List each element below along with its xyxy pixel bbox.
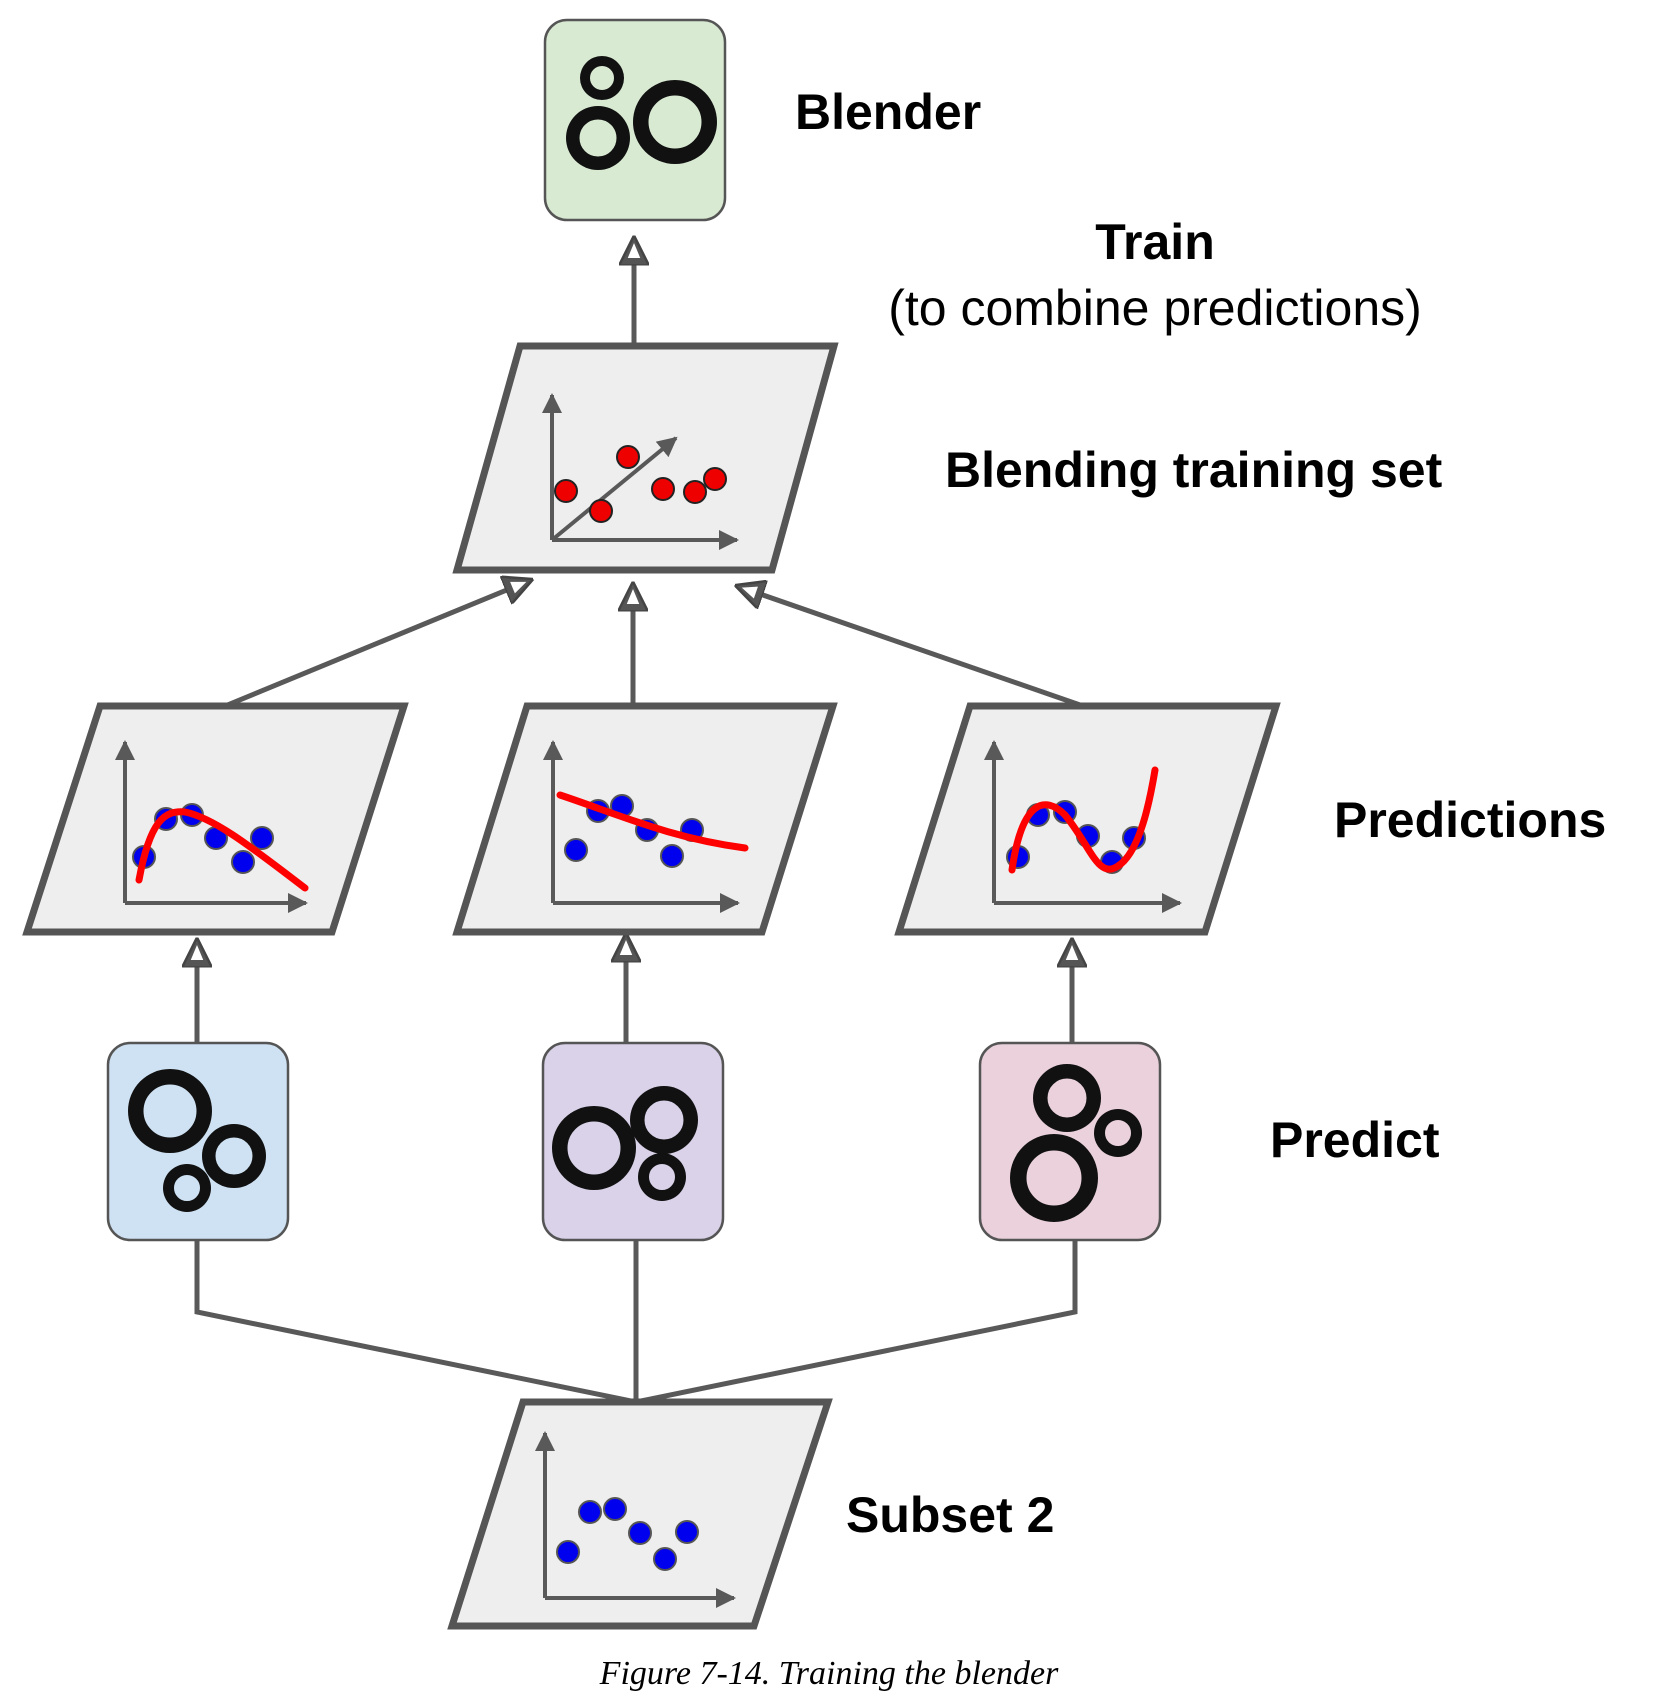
figure-caption: Figure 7-14. Training the blender bbox=[599, 1655, 1059, 1692]
subset-2-panel bbox=[447, 1398, 833, 1630]
label-train-sub: (to combine predictions) bbox=[888, 280, 1422, 336]
label-blending-training-set: Blending training set bbox=[945, 442, 1443, 498]
gears-icon bbox=[566, 56, 717, 170]
blender-node bbox=[543, 18, 727, 222]
gears-icon bbox=[128, 1069, 266, 1212]
predictions-panel-1 bbox=[22, 702, 409, 936]
predictions-panel-2 bbox=[452, 702, 838, 936]
predictor-2 bbox=[541, 1041, 725, 1242]
arrow-up-icon bbox=[224, 580, 531, 709]
scatter-plot-icon bbox=[542, 393, 739, 550]
label-blender: Blender bbox=[795, 84, 981, 140]
predictor-3 bbox=[978, 1041, 1162, 1242]
blending-training-set-panel bbox=[452, 342, 839, 574]
predictor-1 bbox=[106, 1041, 290, 1242]
gears-icon bbox=[552, 1086, 698, 1201]
label-predict: Predict bbox=[1270, 1112, 1440, 1168]
label-subset-2: Subset 2 bbox=[846, 1487, 1054, 1543]
label-predictions: Predictions bbox=[1334, 792, 1606, 848]
gears-icon bbox=[1010, 1064, 1142, 1222]
connectors bbox=[197, 238, 1084, 1405]
arrow-up-icon bbox=[737, 586, 1084, 709]
label-train: Train bbox=[1095, 214, 1214, 270]
predictions-panel-3 bbox=[894, 702, 1281, 936]
